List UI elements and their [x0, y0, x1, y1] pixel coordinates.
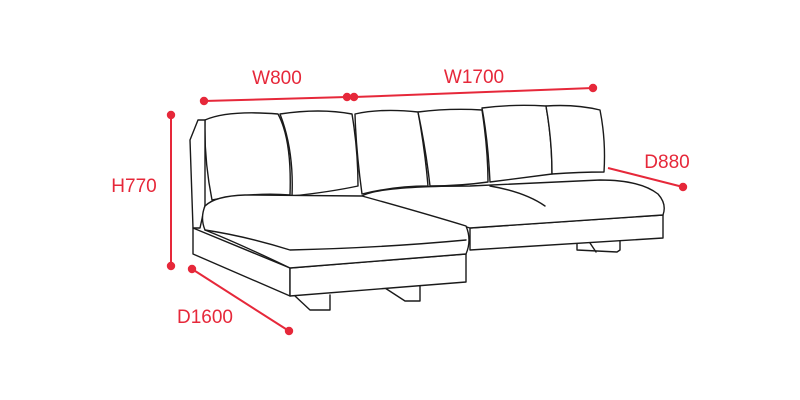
- chaise-seat-edge: [204, 229, 467, 251]
- back-cushion-6: [545, 104, 606, 175]
- sofa-drawing: [189, 104, 665, 311]
- width-right-label: W1700: [444, 67, 504, 88]
- dimension-lines: [166, 83, 688, 336]
- width-left-label: W800: [252, 68, 302, 89]
- w1700-start-dot: [349, 92, 359, 102]
- back-cushion-3: [354, 109, 429, 195]
- back-cushion-4: [417, 108, 489, 187]
- d1600-start-dot: [187, 264, 197, 274]
- chaise-leg-front: [294, 294, 331, 311]
- w800-dimension-line: [203, 96, 348, 102]
- w800-end-dot: [342, 92, 352, 102]
- back-cushion-2: [279, 110, 359, 197]
- w800-start-dot: [199, 96, 209, 106]
- seat-seam-right: [489, 185, 546, 207]
- back-cushion-1: [204, 112, 291, 201]
- d880-end-dot: [678, 182, 688, 192]
- d1600-end-dot: [284, 326, 294, 336]
- depth-sofa-label: D880: [644, 152, 689, 173]
- depth-chaise-label: D1600: [177, 307, 233, 328]
- dimension-labels: W800 W1700 H770 D1600 D880: [111, 67, 689, 328]
- back-cushion-5: [481, 104, 553, 183]
- d880-dimension-line: [607, 167, 684, 188]
- chaise-side-panel: [189, 119, 206, 229]
- chaise-leg-center: [384, 284, 421, 302]
- height-label: H770: [111, 176, 156, 197]
- w1700-end-dot: [588, 83, 598, 93]
- d1600-dimension-line: [191, 268, 290, 332]
- h770-bottom-dot: [166, 261, 176, 271]
- w1700-dimension-line: [353, 87, 594, 98]
- h770-top-dot: [166, 110, 176, 120]
